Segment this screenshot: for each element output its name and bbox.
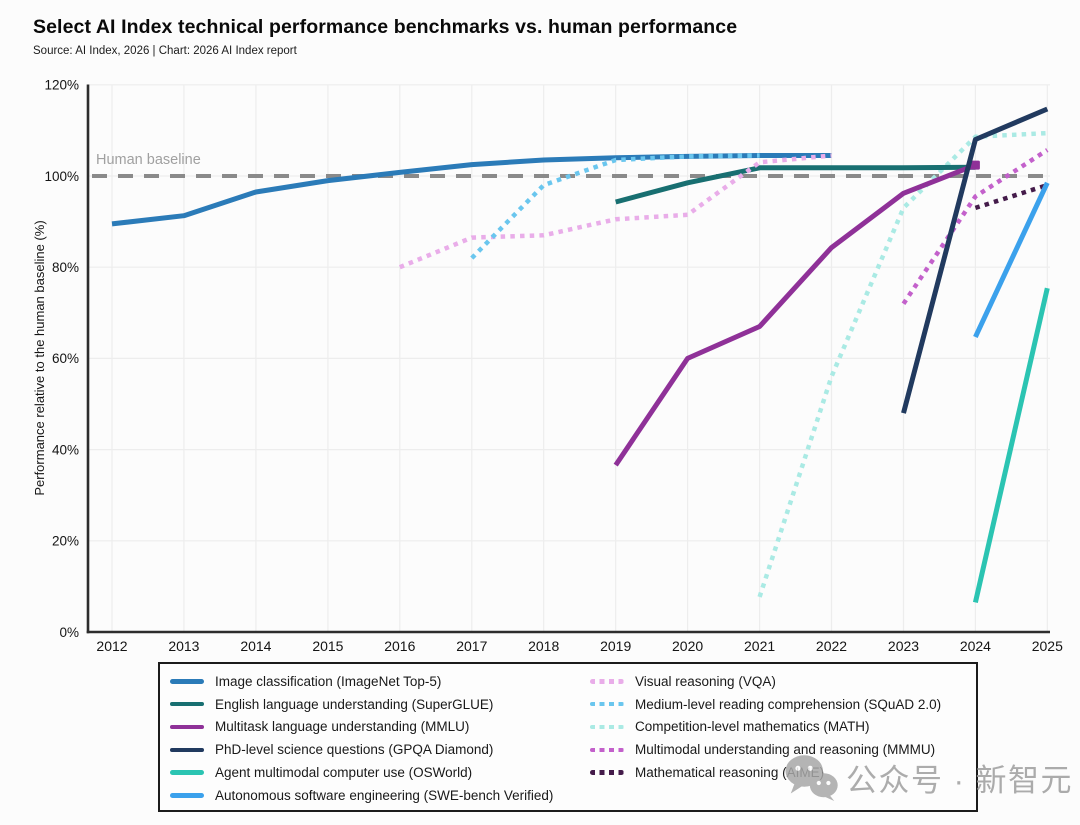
legend-label: Multitask language understanding (MMLU)	[215, 719, 470, 735]
legend-solid-swatch	[170, 793, 204, 798]
x-tick-label: 2023	[888, 638, 919, 654]
legend-item-agent-multimodal-computer-use-osworld: Agent multimodal computer use (OSWorld)	[170, 761, 553, 784]
series-line-phd-level-science-questions-gpqa-diamond	[901, 106, 1049, 414]
legend-solid-swatch	[170, 701, 204, 707]
legend-item-multimodal-understanding-and-reasoning-mmmu: Multimodal understanding and reasoning (…	[590, 738, 941, 761]
legend-item-english-language-understanding-superglue: English language understanding (SuperGLU…	[170, 693, 553, 716]
legend-item-multitask-language-understanding-mmlu: Multitask language understanding (MMLU)	[170, 716, 553, 739]
legend-solid-swatch	[170, 770, 204, 775]
legend-label: Autonomous software engineering (SWE-ben…	[215, 787, 554, 803]
chart-source: Source: AI Index, 2026 | Chart: 2026 AI …	[33, 45, 297, 57]
legend-item-autonomous-software-engineering-swe-bench-verified: Autonomous software engineering (SWE-ben…	[170, 784, 553, 807]
legend-label: Agent multimodal computer use (OSWorld)	[215, 765, 473, 781]
x-tick-label: 2014	[240, 638, 271, 654]
legend-solid-swatch	[170, 747, 204, 753]
series-line-english-language-understanding-superglue	[615, 164, 976, 205]
legend-item-phd-level-science-questions-gpqa-diamond: PhD-level science questions (GPQA Diamon…	[170, 738, 553, 761]
watermark-text: 公众号 · 新智元	[846, 762, 1074, 798]
y-tick-label: 120%	[44, 78, 79, 93]
legend-solid-swatch	[170, 679, 204, 684]
x-tick-label: 2022	[816, 638, 847, 654]
series-line-agent-multimodal-computer-use-osworld	[972, 287, 1050, 603]
x-tick-label: 2020	[672, 638, 703, 654]
human-baseline-label: Human baseline	[96, 152, 201, 168]
legend-dotted-swatch	[590, 747, 624, 753]
x-tick-label: 2021	[744, 638, 775, 654]
wechat-icon	[785, 755, 838, 801]
legend-label: English language understanding (SuperGLU…	[215, 696, 494, 712]
y-tick-label: 60%	[52, 351, 79, 366]
y-tick-label: 20%	[52, 534, 79, 549]
legend-item-image-classification-imagenet-top-5: Image classification (ImageNet Top-5)	[170, 670, 553, 693]
series-line-multimodal-understanding-and-reasoning-mmmu	[901, 148, 1049, 305]
legend-label: Visual reasoning (VQA)	[635, 673, 776, 689]
legend-dotted-swatch	[590, 770, 624, 775]
y-tick-label: 80%	[52, 260, 79, 275]
y-tick-label: 0%	[59, 625, 79, 640]
x-tick-label: 2012	[96, 638, 127, 654]
legend-dotted-swatch	[590, 701, 624, 707]
legend-label: Mathematical reasoning (AIME)	[635, 765, 825, 781]
x-tick-label: 2017	[456, 638, 487, 654]
watermark: 公众号 · 新智元	[784, 753, 1073, 801]
legend-item-visual-reasoning-vqa: Visual reasoning (VQA)	[590, 670, 941, 693]
legend-label: PhD-level science questions (GPQA Diamon…	[215, 742, 494, 758]
legend-label: Medium-level reading comprehension (SQuA…	[635, 696, 942, 712]
legend-label: Image classification (ImageNet Top-5)	[215, 673, 442, 689]
y-tick-label: 100%	[44, 169, 79, 184]
x-tick-label: 2019	[600, 638, 631, 654]
legend-item-mathematical-reasoning-aime: Mathematical reasoning (AIME)	[590, 761, 941, 784]
series-line-autonomous-software-engineering-swe-bench-verified	[973, 181, 1050, 339]
x-tick-label: 2018	[528, 638, 559, 654]
legend-label: Competition-level mathematics (MATH)	[635, 719, 870, 735]
y-axis-title: Performance relative to the human baseli…	[32, 220, 47, 495]
x-tick-label: 2024	[960, 638, 991, 654]
legend-solid-swatch	[170, 724, 204, 730]
y-tick-label: 40%	[52, 442, 79, 457]
legend-box: Image classification (ImageNet Top-5) Eng…	[158, 662, 978, 812]
chart-title: Select AI Index technical performance be…	[33, 16, 738, 38]
series-line-multitask-language-understanding-mmlu	[613, 162, 977, 467]
series-line-mathematical-reasoning-aime	[974, 182, 1048, 211]
series-line-medium-level-reading-comprehension-squad-2-0	[470, 153, 760, 260]
legend-column-dotted: Visual reasoning (VQA) Medium-level readi…	[590, 670, 941, 784]
x-tick-label: 2025	[1032, 638, 1063, 654]
legend-dotted-swatch	[590, 724, 624, 730]
series-end-marker-multitask-language-understanding-mmlu	[970, 160, 980, 170]
legend-label: Multimodal understanding and reasoning (…	[635, 742, 936, 758]
legend-column-solid: Image classification (ImageNet Top-5) Eng…	[170, 670, 553, 807]
x-tick-label: 2016	[384, 638, 415, 654]
legend-item-medium-level-reading-comprehension-squad-2-0: Medium-level reading comprehension (SQuA…	[590, 693, 941, 716]
legend-item-competition-level-mathematics-math: Competition-level mathematics (MATH)	[590, 716, 941, 739]
x-tick-label: 2013	[168, 638, 199, 654]
series-line-visual-reasoning-vqa	[398, 153, 832, 270]
x-tick-label: 2015	[312, 638, 343, 654]
legend-dotted-swatch	[590, 679, 624, 684]
